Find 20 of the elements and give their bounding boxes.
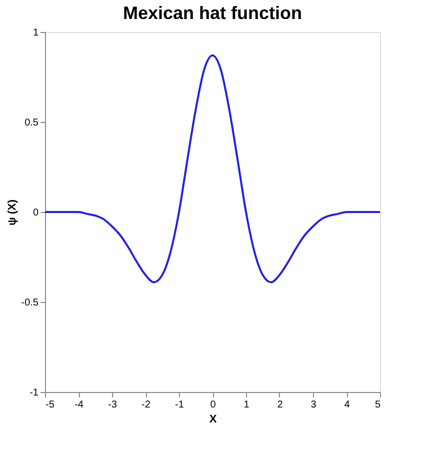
x-tick-label: 4 [344, 400, 350, 410]
x-tick-label: 3 [310, 400, 317, 410]
x-tick-label: -4 [74, 400, 84, 410]
chart-title: Mexican hat function [122, 3, 302, 23]
x-tick-label: -2 [142, 400, 151, 410]
y-tick-label: -1 [30, 388, 39, 398]
x-axis-title: X [209, 414, 218, 426]
y-tick-label: 1 [32, 28, 39, 38]
y-tick-label: 0 [32, 208, 39, 218]
x-tick-label: 1 [244, 400, 250, 410]
x-tick-label: 0 [210, 400, 216, 410]
x-tick-label: -3 [108, 400, 118, 410]
x-tick-label: -5 [46, 400, 55, 410]
x-tick-label: 5 [374, 400, 381, 410]
y-tick-label: -0.5 [21, 298, 39, 308]
x-tick-label: 2 [277, 400, 284, 410]
y-tick-label: 0.5 [24, 118, 39, 128]
x-tick-label: -1 [175, 400, 184, 410]
line-series [44, 54, 381, 284]
y-axis-title: ψ (X) [6, 199, 18, 226]
